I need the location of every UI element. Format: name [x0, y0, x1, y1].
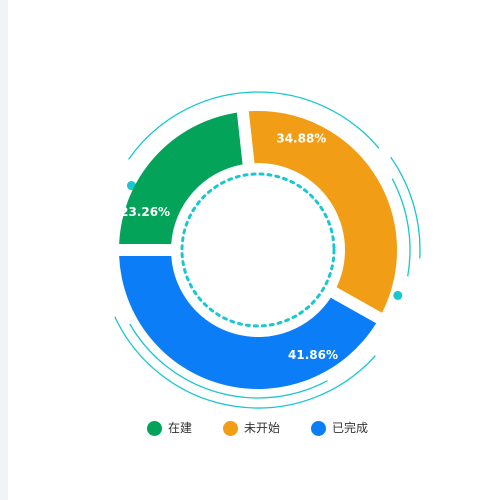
- outer-arc-bottom: [114, 316, 376, 409]
- deco-dot-right: [393, 290, 403, 300]
- chart-decoration: [114, 91, 421, 409]
- data-label-under-construction: 23.26%: [120, 205, 170, 219]
- legend-swatch-completed: [311, 420, 326, 436]
- slice-under-construction[interactable]: [119, 112, 243, 244]
- slice-completed[interactable]: [119, 256, 377, 389]
- data-label-completed: 41.86%: [288, 348, 338, 362]
- chart-legend: 在建 未开始 已完成: [0, 418, 500, 438]
- chart-data-labels: 23.26% 34.88% 41.86%: [120, 132, 338, 362]
- outer-arc-top: [128, 91, 380, 160]
- chart-slices: [119, 110, 398, 389]
- legend-item-not-started[interactable]: 未开始: [223, 418, 280, 438]
- data-label-not-started: 34.88%: [276, 132, 326, 146]
- outer-arc-right: [390, 156, 421, 259]
- legend-label-under-construction: 在建: [168, 421, 193, 435]
- page-edge-strip: [0, 0, 8, 500]
- legend-label-completed: 已完成: [332, 421, 369, 435]
- outer-arc-bottom-inner: [129, 323, 328, 399]
- legend-swatch-not-started: [223, 420, 238, 436]
- slice-not-started[interactable]: [248, 110, 398, 313]
- legend-item-completed[interactable]: 已完成: [311, 418, 368, 438]
- inner-dotted-ring: [180, 172, 336, 328]
- outer-arc-right-inner: [391, 178, 411, 277]
- legend-item-under-construction[interactable]: 在建: [147, 418, 192, 438]
- legend-label-not-started: 未开始: [244, 421, 281, 435]
- legend-swatch-under-construction: [147, 420, 162, 436]
